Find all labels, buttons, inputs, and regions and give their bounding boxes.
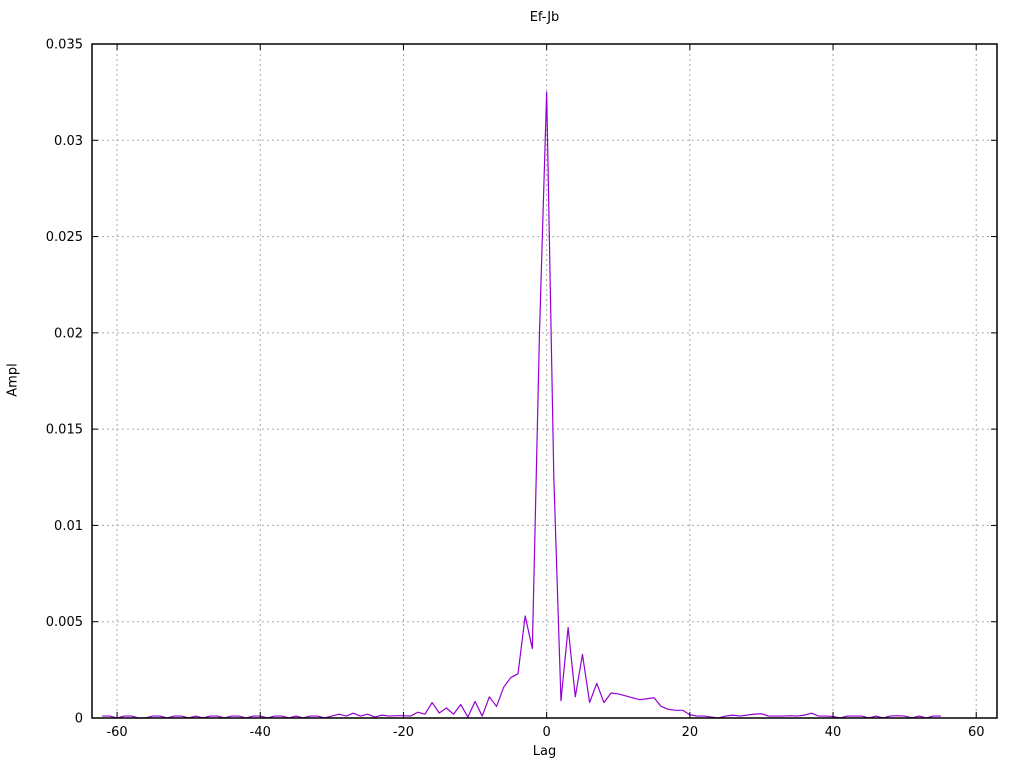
y-tick-label: 0	[75, 712, 83, 727]
y-tick-label: 0.01	[54, 519, 83, 534]
x-tick-label: 60	[968, 725, 985, 740]
x-tick-label: -60	[106, 725, 127, 740]
x-tick-label: -20	[393, 725, 414, 740]
x-axis-label: Lag	[532, 744, 557, 759]
y-tick-label: 0.015	[46, 423, 83, 438]
y-tick-label: 0.03	[54, 134, 83, 149]
x-tick-label: 40	[825, 725, 842, 740]
y-tick-label: 0.025	[46, 230, 83, 245]
y-tick-label: 0.02	[54, 326, 83, 341]
plot-border	[91, 43, 998, 719]
y-tick-label: 0.035	[46, 38, 83, 53]
x-tick-label: 20	[682, 725, 699, 740]
y-tick-label: 0.005	[46, 615, 83, 630]
chart-title: Ef-Jb	[529, 10, 560, 25]
x-tick-label: -40	[250, 725, 271, 740]
x-tick-label: 0	[543, 725, 551, 740]
data-series-line	[102, 91, 942, 719]
